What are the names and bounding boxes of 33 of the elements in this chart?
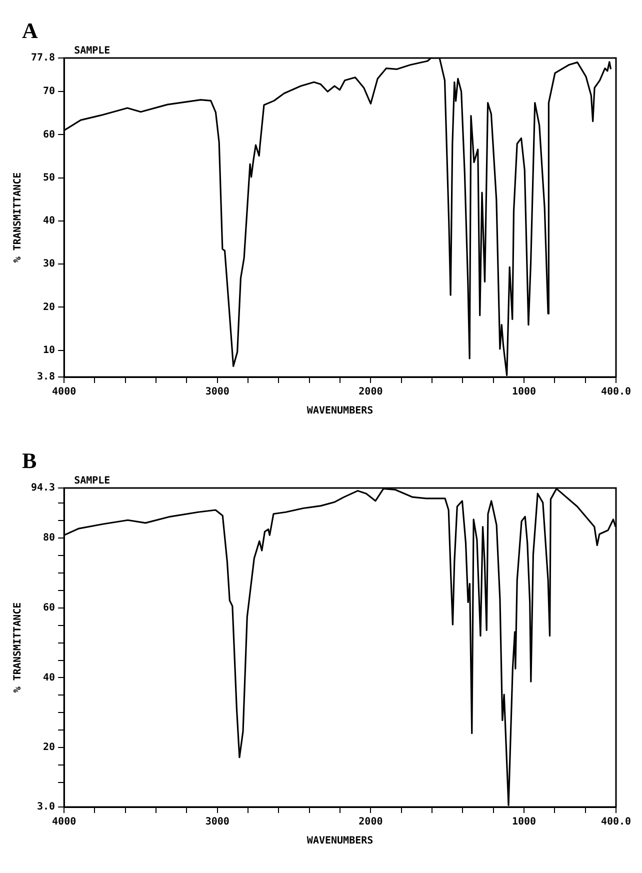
y-tick-label: 3.8 (37, 372, 56, 383)
chart-title: A (22, 18, 38, 44)
y-tick-label: 60 (43, 129, 56, 140)
x-tick-label: 4000 (52, 816, 76, 828)
x-tick-label: 3000 (205, 386, 230, 398)
chart-subtitle: SAMPLE (74, 46, 110, 57)
y-tick-label: 20 (43, 742, 56, 754)
y-tick-label: 60 (43, 602, 56, 614)
y-tick-label: 40 (43, 672, 56, 684)
x-tick-label: 400.0 (600, 816, 632, 828)
x-tick-label: 4000 (52, 386, 76, 398)
y-tick-label: 30 (43, 258, 56, 270)
x-tick-label: 3000 (205, 816, 230, 828)
x-tick-label: 1000 (512, 386, 536, 398)
y-tick-label: 40 (43, 216, 56, 227)
x-tick-label: 1000 (512, 816, 536, 828)
chart-subtitle: SAMPLE (74, 476, 110, 487)
y-tick-label: 77.8 (30, 52, 56, 64)
x-axis-title: WAVENUMBERS (306, 836, 374, 847)
x-axis-title: WAVENUMBERS (306, 406, 374, 417)
y-tick-label: 70 (43, 86, 56, 98)
x-tick-label: 2000 (358, 386, 383, 398)
y-tick-label: 10 (43, 344, 56, 356)
y-tick-label: 94.3 (30, 482, 56, 494)
chart-title: B (22, 448, 37, 474)
x-tick-label: 2000 (358, 816, 383, 828)
y-axis-title: % TRANSMITTANCE (12, 172, 24, 263)
y-tick-label: 3.0 (37, 802, 56, 813)
y-tick-label: 80 (43, 532, 56, 544)
y-tick-label: 20 (43, 302, 56, 313)
y-axis-title: % TRANSMITTANCE (12, 602, 24, 693)
y-tick-label: 50 (43, 172, 56, 184)
x-tick-label: 400.0 (600, 386, 632, 398)
